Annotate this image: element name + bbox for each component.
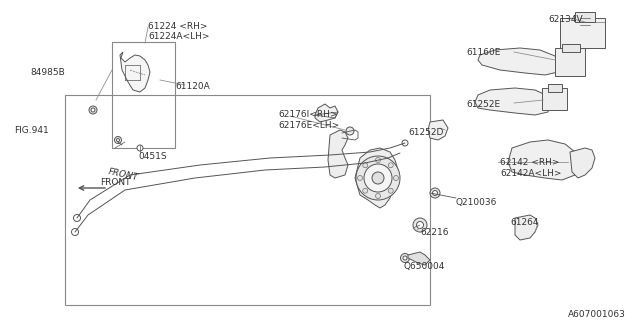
Polygon shape — [315, 104, 338, 122]
Circle shape — [356, 156, 400, 200]
Text: FRONT: FRONT — [100, 178, 131, 187]
Circle shape — [402, 140, 408, 146]
Circle shape — [388, 188, 393, 193]
Text: 61224 <RH>: 61224 <RH> — [148, 22, 207, 31]
Text: Q210036: Q210036 — [456, 198, 497, 207]
Circle shape — [433, 190, 438, 196]
Circle shape — [89, 106, 97, 114]
Circle shape — [388, 163, 393, 168]
Circle shape — [394, 175, 399, 180]
Circle shape — [116, 139, 120, 141]
Circle shape — [363, 188, 368, 193]
Text: FRONT: FRONT — [107, 167, 139, 182]
Text: 61120A: 61120A — [175, 82, 210, 91]
Circle shape — [358, 175, 362, 180]
Text: 61224A<LH>: 61224A<LH> — [148, 32, 209, 41]
Polygon shape — [355, 148, 398, 208]
Text: 84985B: 84985B — [30, 68, 65, 77]
Circle shape — [72, 228, 79, 236]
Bar — [562, 44, 580, 52]
Circle shape — [401, 253, 410, 262]
Text: 62216: 62216 — [420, 228, 449, 237]
Circle shape — [137, 145, 143, 151]
Polygon shape — [570, 148, 595, 178]
Bar — [112, 42, 175, 148]
Text: FIG.941: FIG.941 — [14, 126, 49, 135]
Bar — [548, 84, 562, 92]
Polygon shape — [475, 88, 550, 115]
Circle shape — [115, 137, 122, 143]
Polygon shape — [328, 130, 348, 178]
Text: 62134V: 62134V — [548, 15, 582, 24]
Polygon shape — [478, 48, 560, 75]
Polygon shape — [428, 120, 448, 140]
Text: 61264: 61264 — [510, 218, 538, 227]
Text: 62176E<LH>: 62176E<LH> — [278, 121, 339, 130]
Text: 61252D: 61252D — [408, 128, 444, 137]
Text: 62176I<RH>: 62176I<RH> — [278, 110, 337, 119]
Circle shape — [376, 157, 381, 163]
Polygon shape — [508, 140, 578, 180]
Bar — [555, 48, 585, 76]
Bar — [575, 12, 595, 22]
Text: 0451S: 0451S — [138, 152, 166, 161]
Text: 62142A<LH>: 62142A<LH> — [500, 169, 561, 178]
Circle shape — [346, 127, 354, 135]
Circle shape — [364, 164, 392, 192]
Circle shape — [417, 221, 424, 228]
Text: A607001063: A607001063 — [568, 310, 626, 319]
Circle shape — [372, 172, 384, 184]
Polygon shape — [515, 215, 538, 240]
Bar — [542, 88, 567, 110]
Polygon shape — [120, 52, 150, 92]
Circle shape — [403, 256, 407, 260]
Text: Q650004: Q650004 — [403, 262, 444, 271]
Circle shape — [91, 108, 95, 112]
Text: 62142 <RH>: 62142 <RH> — [500, 158, 559, 167]
Circle shape — [430, 188, 440, 198]
Text: 61160E: 61160E — [466, 48, 500, 57]
Circle shape — [376, 194, 381, 198]
Bar — [560, 18, 605, 48]
Text: 61252E: 61252E — [466, 100, 500, 109]
Circle shape — [363, 163, 368, 168]
Bar — [65, 95, 430, 305]
Polygon shape — [408, 252, 430, 265]
Circle shape — [413, 218, 427, 232]
Circle shape — [74, 214, 81, 221]
